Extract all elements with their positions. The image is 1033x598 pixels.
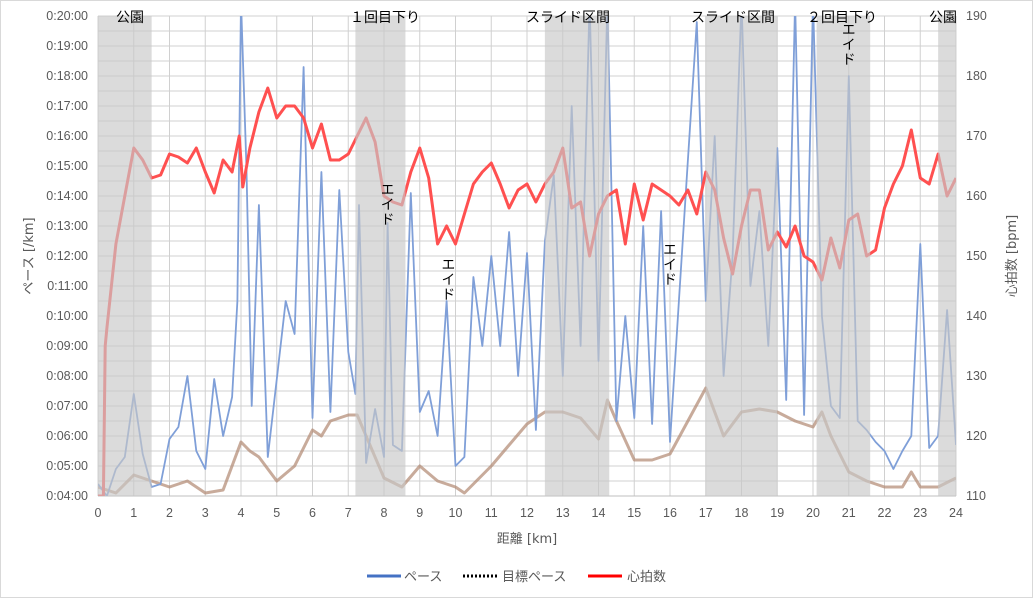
aid-station-annotation: エイド xyxy=(439,257,456,302)
x-tick-label: 12 xyxy=(520,506,534,520)
x-tick-label: 24 xyxy=(949,506,963,520)
region-label: スライド区間 xyxy=(691,10,775,26)
x-tick-label: 22 xyxy=(878,506,892,520)
shaded-region xyxy=(355,16,406,496)
x-axis-title: 距離 [km] xyxy=(497,532,557,547)
y-tick-label-left: 0:17:00 xyxy=(46,99,88,113)
x-tick-label: 6 xyxy=(309,506,316,520)
aid-station-annotation: エイド xyxy=(378,182,395,227)
y-tick-label-right: 160 xyxy=(966,189,987,203)
y-tick-label-right: 170 xyxy=(966,129,987,143)
x-tick-label: 21 xyxy=(842,506,856,520)
y-tick-label-left: 0:09:00 xyxy=(46,339,88,353)
x-tick-label: 14 xyxy=(592,506,606,520)
x-tick-label: 18 xyxy=(735,506,749,520)
legend-label-target-pace: 目標ペース xyxy=(502,570,566,585)
legend-label-heart-rate: 心拍数 xyxy=(627,570,666,585)
legend-label-pace: ペース xyxy=(404,570,442,585)
y-tick-label-left: 0:05:00 xyxy=(46,459,88,473)
y-tick-label-right: 130 xyxy=(966,369,987,383)
x-tick-label: 1 xyxy=(130,506,137,520)
y-tick-label-left: 0:20:00 xyxy=(46,9,88,23)
series-heart-rate-line xyxy=(98,86,956,496)
region-label: ２回目下り xyxy=(807,10,877,26)
x-tick-label: 7 xyxy=(345,506,352,520)
y-tick-label-left: 0:10:00 xyxy=(46,309,88,323)
y-tick-label-left: 0:08:00 xyxy=(46,369,88,383)
legend: ペース 目標ペース 心拍数 xyxy=(367,570,666,585)
x-tick-label: 5 xyxy=(273,506,280,520)
series-pace-line xyxy=(98,16,956,496)
y-tick-label-right: 150 xyxy=(966,249,987,263)
x-tick-label: 8 xyxy=(381,506,388,520)
y-tick-label-left: 0:14:00 xyxy=(46,189,88,203)
shaded-region xyxy=(816,16,871,496)
x-tick-label: 19 xyxy=(770,506,784,520)
y-tick-label-left: 0:11:00 xyxy=(47,279,88,293)
region-label: １回目下り xyxy=(350,10,420,26)
x-tick-label: 4 xyxy=(238,506,245,520)
y-tick-label-right: 110 xyxy=(966,489,986,503)
x-tick-label: 2 xyxy=(166,506,173,520)
y-tick-label-left: 0:13:00 xyxy=(46,219,88,233)
region-label: スライド区間 xyxy=(526,10,610,26)
region-label: 公園 xyxy=(116,10,144,26)
aid-station-annotation: エイド xyxy=(839,22,856,67)
y-axis-title-right: 心拍数 [bpm] xyxy=(1005,215,1020,297)
y-tick-label-left: 0:06:00 xyxy=(46,429,88,443)
y-tick-label-right: 140 xyxy=(966,309,987,323)
x-tick-label: 23 xyxy=(913,506,927,520)
y-tick-label-right: 190 xyxy=(966,9,987,23)
x-tick-label: 16 xyxy=(663,506,677,520)
shaded-region xyxy=(98,16,152,496)
x-tick-label: 13 xyxy=(556,506,570,520)
shaded-region xyxy=(705,16,778,496)
y-tick-label-left: 0:19:00 xyxy=(46,39,88,53)
x-tick-label: 11 xyxy=(485,506,498,520)
x-tick-label: 0 xyxy=(95,506,102,520)
shaded-region xyxy=(938,16,956,496)
shaded-region xyxy=(544,16,610,496)
y-axis-title-left: ペース [/km] xyxy=(22,217,37,294)
region-label: 公園 xyxy=(929,10,957,26)
shaded-regions xyxy=(98,16,956,496)
region-labels: 公園 １回目下り スライド区間 スライド区間 ２回目下り 公園 xyxy=(116,10,957,26)
y-tick-label-left: 0:07:00 xyxy=(46,399,88,413)
x-tick-label: 17 xyxy=(699,506,713,520)
aid-station-annotation: エイド xyxy=(661,242,677,287)
x-tick-label: 20 xyxy=(806,506,820,520)
x-tick-label: 3 xyxy=(202,506,209,520)
x-tick-label: 15 xyxy=(627,506,641,520)
y-tick-label-left: 0:04:00 xyxy=(46,489,88,503)
x-tick-label: 9 xyxy=(416,506,423,520)
y-tick-label-left: 0:12:00 xyxy=(46,249,88,263)
y-tick-label-left: 0:15:00 xyxy=(46,159,88,173)
y-tick-label-right: 120 xyxy=(966,429,987,443)
y-tick-label-left: 0:18:00 xyxy=(46,69,88,83)
tick-labels: 0:04:00 0:05:00 0:06:00 0:07:00 0:08:00 0:09:… xyxy=(46,9,987,520)
y-tick-label-right: 180 xyxy=(966,69,987,83)
y-tick-label-left: 0:16:00 xyxy=(46,129,88,143)
x-tick-label: 10 xyxy=(449,506,463,520)
